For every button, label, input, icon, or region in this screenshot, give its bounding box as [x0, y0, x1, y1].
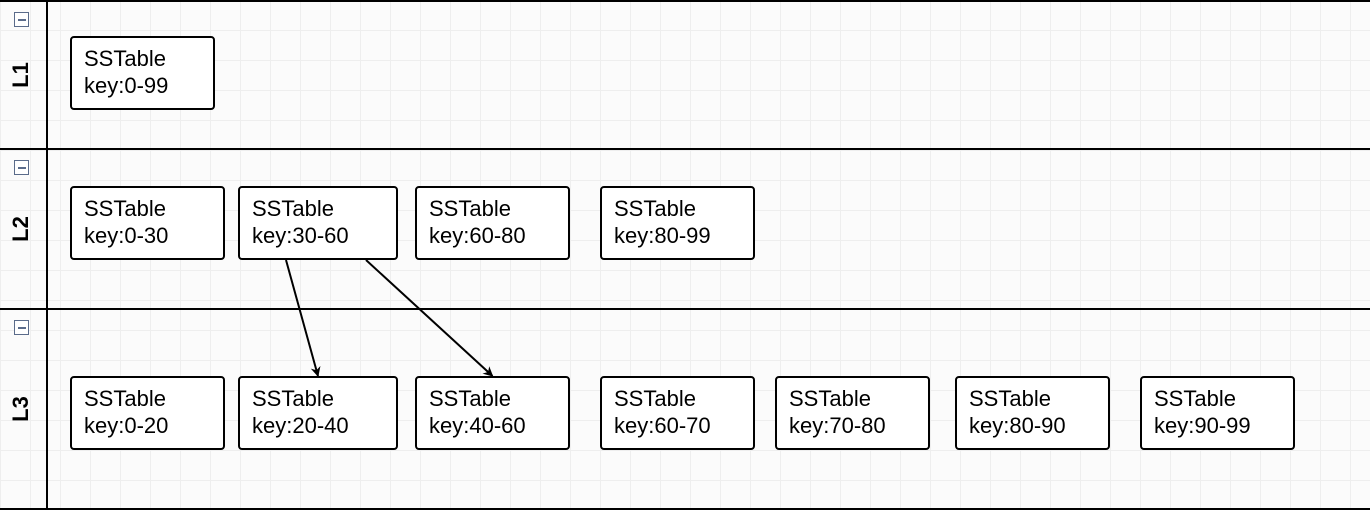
level-label: L2: [8, 216, 34, 242]
panel-l2: L2: [0, 150, 1370, 310]
level-label: L3: [8, 396, 34, 422]
collapse-icon[interactable]: [14, 12, 29, 27]
panel-divider: [46, 150, 48, 308]
panel-l1: L1: [0, 0, 1370, 150]
panel-divider: [46, 2, 48, 148]
panel-l3: L3: [0, 310, 1370, 510]
panel-divider: [46, 310, 48, 508]
level-label: L1: [8, 62, 34, 88]
collapse-icon[interactable]: [14, 160, 29, 175]
collapse-icon[interactable]: [14, 320, 29, 335]
